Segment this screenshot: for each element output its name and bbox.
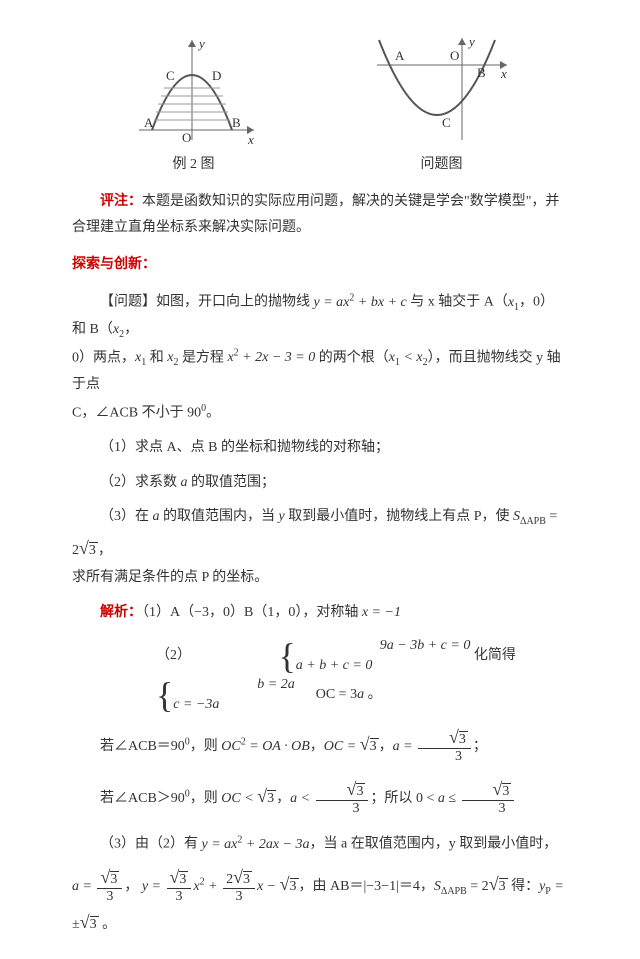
svg-text:B: B: [477, 65, 486, 80]
svg-text:B: B: [232, 115, 241, 130]
section-tansuo: 探索与创新：: [72, 252, 568, 279]
question-3a: （3）在 a 的取值范围内，当 y 取到最小值时，抛物线上有点 P，使 SΔAP…: [72, 504, 568, 565]
answer-3-line1: （3）由（2）有 y = ax2 + 2ax − 3a，当 a 在取值范围内，y…: [72, 830, 568, 858]
answer-2-systems: （2） {9a − 3b + c = 0a + b + c = 0 化简得 {b…: [72, 636, 568, 714]
question-3b: 求所有满足条件的点 P 的坐标。: [72, 565, 568, 592]
svg-text:A: A: [395, 48, 405, 63]
problem-line3: C，∠ACB 不小于 900。: [72, 399, 568, 427]
svg-text:A: A: [144, 115, 154, 130]
answer-1: 解析：（1）A（−3，0）B（1，0），对称轴 x = −1: [72, 600, 568, 627]
figures-row: C D A B O x y 例 2 图 A B O C x: [72, 30, 568, 179]
figure-right: A B O C x y 问题图: [367, 30, 517, 179]
svg-text:x: x: [500, 66, 507, 81]
svg-text:O: O: [450, 48, 459, 63]
answer-3-line2: a = √33， y = √33x2 + 2√33x − √3，由 AB＝|−3…: [72, 867, 568, 939]
pingzhu-label: 评注：: [100, 194, 142, 209]
svg-text:C: C: [442, 115, 451, 130]
svg-text:D: D: [212, 68, 221, 83]
svg-text:x: x: [247, 132, 254, 147]
question-1: （1）求点 A、点 B 的坐标和抛物线的对称轴；: [72, 435, 568, 462]
question-2: （2）求系数 a 的取值范围；: [72, 470, 568, 497]
case-90: 若∠ACB＝900，则 OC2 = OA · OB，OC = √3，a = √3…: [72, 727, 568, 765]
figure-left: C D A B O x y 例 2 图: [124, 30, 264, 179]
svg-text:y: y: [467, 34, 475, 49]
pingzhu: 评注：本题是函数知识的实际应用问题，解决的关键是学会"数学模型"，并合理建立直角…: [72, 189, 568, 242]
problem-line1: 【问题】如图，开口向上的抛物线 y = ax2 + bx + c 与 x 轴交于…: [72, 288, 568, 343]
svg-text:C: C: [166, 68, 175, 83]
case-gt90: 若∠ACB＞900，则 OC < √3，a < √33；所以 0 < a ≤ √…: [72, 779, 568, 817]
svg-text:O: O: [182, 130, 191, 145]
problem-line2: 0）两点，x1 和 x2 是方程 x2 + 2x − 3 = 0 的两个根（x1…: [72, 344, 568, 399]
figure-left-caption: 例 2 图: [124, 152, 264, 179]
figure-right-caption: 问题图: [367, 152, 517, 179]
svg-text:y: y: [197, 36, 205, 51]
